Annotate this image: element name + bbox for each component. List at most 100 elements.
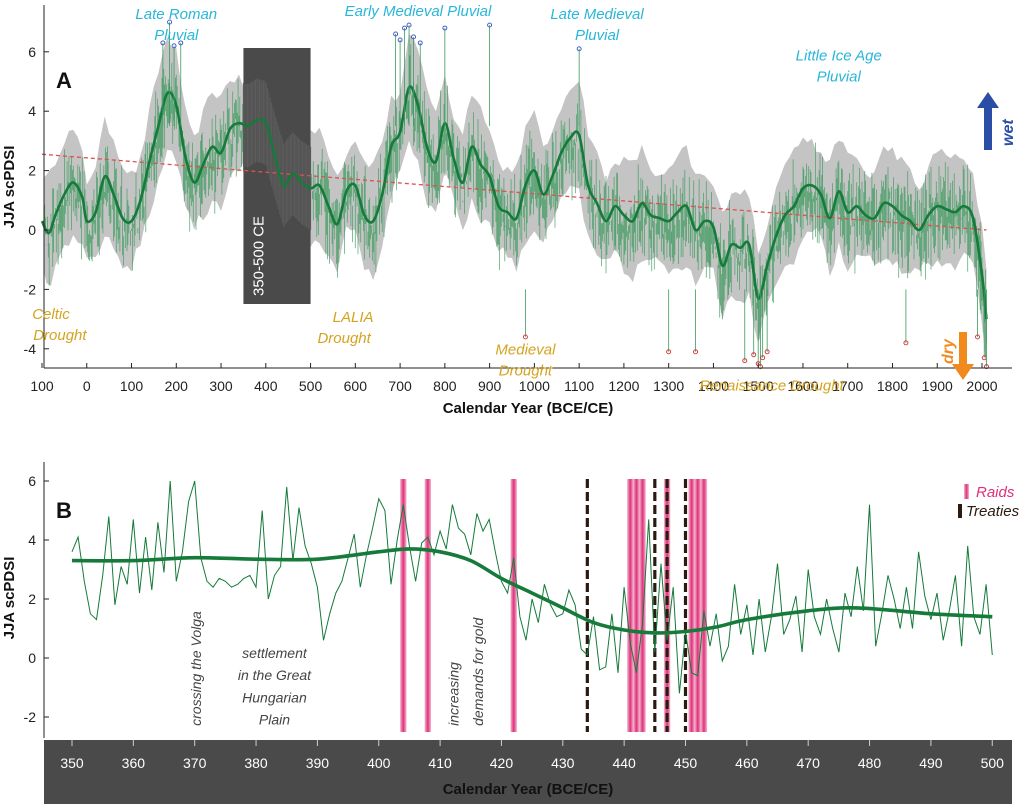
panel-a-wet-marker bbox=[406, 22, 412, 28]
panel-b-x-tick-label: 390 bbox=[306, 755, 330, 771]
panel-b-x-tick-label: 410 bbox=[428, 755, 452, 771]
panel-a-x-tick-label: 1500 bbox=[743, 378, 774, 394]
raid-bar bbox=[424, 479, 432, 732]
raid-bar bbox=[688, 479, 695, 732]
panel-b-x-axis-bar bbox=[44, 740, 1012, 804]
panel-b-x-tick-label: 440 bbox=[612, 755, 636, 771]
panel-a-annotation: Medieval bbox=[495, 342, 556, 359]
panel-b-x-tick-label: 480 bbox=[858, 755, 882, 771]
panel-a-x-tick-label: 1800 bbox=[877, 378, 908, 394]
panel-a-annotation: Pluvial bbox=[817, 69, 862, 86]
panel-a-x-tick-label: 0 bbox=[83, 378, 91, 394]
panel-a-x-tick-label: 100 bbox=[30, 378, 54, 394]
panel-a-y-tick-label: 2 bbox=[28, 163, 36, 179]
panel-b-raw-line bbox=[71, 480, 993, 694]
panel-b-x-tick-label: 380 bbox=[244, 755, 268, 771]
panel-a-x-tick-label: 1200 bbox=[608, 378, 639, 394]
panel-b-annotation: crossing the Volga bbox=[188, 611, 204, 726]
panel-a-annotation: LALIA bbox=[333, 309, 374, 326]
panel-a-y-tick-label: -2 bbox=[24, 281, 37, 297]
panel-a-wet-marker bbox=[411, 34, 416, 40]
panel-b-annotations: crossing the Volga settlement in the Great… bbox=[188, 611, 486, 727]
panel-a-annotation: Late Roman bbox=[135, 6, 217, 23]
panel-a-dry-marker bbox=[751, 352, 757, 358]
panel-a-annotation: Drought bbox=[499, 363, 553, 380]
raid-bar bbox=[639, 479, 646, 732]
panel-b-y-ticks: -2 0 2 4 6 bbox=[24, 473, 49, 725]
panel-b-x-tick-label: 430 bbox=[551, 755, 575, 771]
panel-a-x-ticks: 100 0 100 200 300 400 500 600 700 800 900 1000 1100 1… bbox=[30, 363, 998, 394]
dry-label: dry bbox=[940, 338, 957, 364]
raid-bar bbox=[663, 479, 671, 732]
panel-a-dry-marker bbox=[666, 349, 672, 355]
wet-label: wet bbox=[1000, 119, 1017, 146]
raid-bar bbox=[510, 479, 517, 732]
panel-a-x-tick-label: 1400 bbox=[698, 378, 729, 394]
panel-a-x-tick-label: 1700 bbox=[832, 378, 863, 394]
panel-a-y-tick-label: 4 bbox=[28, 103, 36, 119]
panel-b-annotation: Hungarian bbox=[242, 689, 307, 705]
panel-b-x-tick-label: 450 bbox=[674, 755, 698, 771]
panel-b-x-tick-label: 420 bbox=[490, 755, 514, 771]
panel-a-x-tick-label: 1000 bbox=[519, 378, 550, 394]
panel-a-x-tick-label: 500 bbox=[299, 378, 323, 394]
panel-a-extreme-markers bbox=[160, 19, 989, 370]
panel-b-smoothed-line bbox=[71, 547, 993, 635]
panel-a-y-label: JJA scPDSI bbox=[1, 146, 18, 229]
panel-b-raids bbox=[400, 479, 708, 732]
panel-b-annotation: settlement bbox=[242, 645, 308, 661]
panel-b-treaties bbox=[585, 479, 688, 732]
panel-b-x-tick-label: 350 bbox=[60, 755, 84, 771]
panel-a-x-tick-label: 300 bbox=[209, 378, 233, 394]
panel-a-wet-marker bbox=[393, 31, 399, 37]
panel-a-x-tick-label: 1600 bbox=[787, 378, 818, 394]
panel-a-x-tick-label: 600 bbox=[344, 378, 368, 394]
panel-b-annotation: Plain bbox=[259, 711, 290, 727]
legend-raids-label: Raids bbox=[976, 484, 1015, 501]
raid-bar bbox=[627, 479, 634, 732]
panel-a-annotation: Drought bbox=[317, 330, 371, 347]
panel-a-annotations: Late Roman Pluvial Early Medieval Pluvial L… bbox=[32, 3, 882, 394]
panel-a-wet-marker bbox=[487, 22, 493, 28]
panel-b-y-tick-label: 6 bbox=[28, 473, 36, 489]
panel-a-letter: A bbox=[56, 68, 72, 93]
panel-b-x-tick-label: 470 bbox=[797, 755, 821, 771]
legend-raids-swatch bbox=[964, 484, 969, 499]
panel-a-dry-marker bbox=[693, 349, 698, 355]
panel-a-wet-marker bbox=[178, 40, 184, 46]
panel-a-y-ticks: -4 -2 0 2 4 6 bbox=[24, 44, 49, 357]
legend-treaties-swatch bbox=[958, 504, 962, 518]
panel-a-trend-line bbox=[41, 153, 987, 231]
wet-arrow-icon bbox=[977, 92, 999, 150]
panel-a-x-tick-label: 1900 bbox=[922, 378, 953, 394]
panel-b-annotation: in the Great bbox=[238, 667, 312, 683]
panel-a-dry-marker bbox=[764, 349, 770, 355]
panel-a-x-tick-label: 2000 bbox=[966, 378, 997, 394]
panel-a-x-tick-label: 700 bbox=[388, 378, 412, 394]
panel-a-annotation: Celtic bbox=[32, 306, 70, 323]
panel-b-x-tick-label: 490 bbox=[919, 755, 943, 771]
panel-a-annotation: Little Ice Age bbox=[796, 48, 882, 65]
panel-a-x-label: Calendar Year (BCE/CE) bbox=[443, 400, 614, 417]
panel-a-annotation: Late Medieval bbox=[550, 6, 644, 23]
panel-a-wet-marker bbox=[442, 25, 448, 31]
panel-a-dry-marker bbox=[903, 340, 909, 346]
panel-a-dry-marker bbox=[760, 355, 766, 361]
panel-a-annotation: Drought bbox=[33, 327, 87, 344]
panel-b-annotation: demands for gold bbox=[470, 616, 486, 725]
panel-b-y-tick-label: 2 bbox=[28, 591, 36, 607]
panel-a-x-tick-label: 100 bbox=[120, 378, 144, 394]
panel-a-y-tick-label: -4 bbox=[24, 341, 37, 357]
panel-b-y-tick-label: -2 bbox=[24, 709, 37, 725]
panel-b-y-tick-label: 0 bbox=[28, 650, 36, 666]
panel-a-annotation: Pluvial bbox=[154, 27, 199, 44]
panel-a-y-tick-label: 6 bbox=[28, 44, 36, 60]
panel-a-smoothed-line bbox=[40, 85, 988, 320]
raid-bar bbox=[400, 479, 407, 732]
panel-b-letter: B bbox=[56, 498, 72, 523]
dry-arrow-icon bbox=[952, 332, 974, 380]
panel-b-x-label: Calendar Year (BCE/CE) bbox=[443, 781, 614, 798]
panel-b-y-label: JJA scPDSI bbox=[1, 557, 18, 640]
panel-a-dry-marker bbox=[984, 364, 989, 370]
